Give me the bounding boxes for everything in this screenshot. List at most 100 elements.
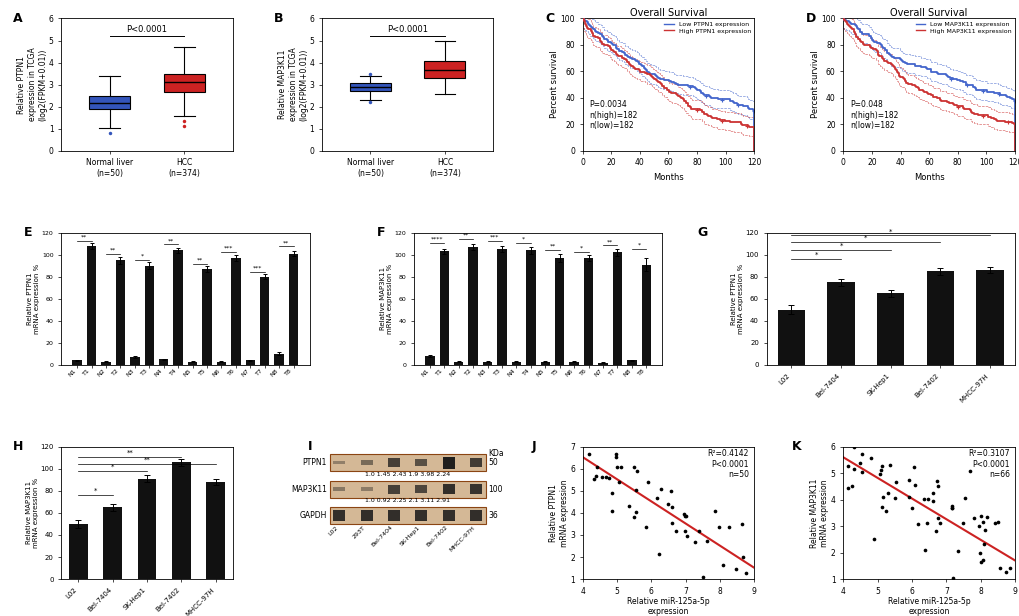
Bar xyxy=(598,363,607,365)
Text: I: I xyxy=(308,440,313,453)
Point xyxy=(600,474,616,484)
Point xyxy=(734,553,750,562)
Point xyxy=(610,477,627,487)
Point xyxy=(629,466,645,476)
Bar xyxy=(470,510,482,521)
Point xyxy=(603,488,620,498)
Point xyxy=(927,526,944,536)
Text: Bel-7402: Bel-7402 xyxy=(425,525,448,548)
Point xyxy=(663,503,680,513)
Text: **: ** xyxy=(283,240,289,245)
Text: *: * xyxy=(863,235,867,241)
Point xyxy=(990,563,1007,573)
Text: P<0.0001: P<0.0001 xyxy=(126,25,167,34)
Point xyxy=(845,464,861,474)
Text: *: * xyxy=(579,246,582,251)
Bar xyxy=(217,362,226,365)
Text: *: * xyxy=(889,229,892,234)
Bar xyxy=(260,277,269,365)
X-axis label: Months: Months xyxy=(652,173,683,182)
Point xyxy=(706,506,722,516)
Point xyxy=(900,493,916,503)
Point xyxy=(903,503,919,513)
Bar xyxy=(415,485,427,493)
Point xyxy=(648,493,664,503)
Bar xyxy=(512,362,521,365)
Point xyxy=(973,517,989,527)
Point xyxy=(607,449,624,459)
Text: **: ** xyxy=(144,457,150,463)
Point xyxy=(587,471,603,481)
Point xyxy=(876,506,893,516)
Point xyxy=(998,580,1014,590)
Point xyxy=(924,488,941,498)
Point xyxy=(851,458,867,468)
Point xyxy=(714,560,731,570)
Bar xyxy=(439,251,448,365)
Point xyxy=(944,573,960,583)
Bar xyxy=(540,362,549,365)
Text: 36: 36 xyxy=(488,511,497,520)
Point xyxy=(687,538,703,548)
Y-axis label: Relative MAP3K11
mRNA expression %: Relative MAP3K11 mRNA expression % xyxy=(25,478,39,548)
Title: Overall Survival: Overall Survival xyxy=(890,8,967,18)
Point xyxy=(628,507,644,517)
Bar xyxy=(975,270,1003,365)
Y-axis label: Percent survival: Percent survival xyxy=(810,51,819,118)
Point xyxy=(851,437,867,447)
Bar xyxy=(387,510,399,521)
Text: K: K xyxy=(791,440,801,453)
Point xyxy=(677,511,693,521)
Point xyxy=(612,463,629,472)
Point xyxy=(978,513,995,522)
Bar xyxy=(826,282,854,365)
Point xyxy=(924,496,941,506)
Y-axis label: Relative MAP3K11
expression in TCGA
(log2(FPKM+0.01)): Relative MAP3K11 expression in TCGA (log… xyxy=(278,47,308,121)
Point xyxy=(678,511,694,521)
Text: 1.0 0.92 2.25 2.1 3.11 2.91: 1.0 0.92 2.25 2.1 3.11 2.91 xyxy=(365,498,449,503)
Point xyxy=(639,477,655,487)
Text: A: A xyxy=(13,12,22,25)
Point xyxy=(871,469,888,479)
Text: B: B xyxy=(274,12,283,25)
Legend: Low PTPN1 expression, High PTPN1 expression: Low PTPN1 expression, High PTPN1 express… xyxy=(663,22,750,34)
Point xyxy=(914,494,930,504)
Point xyxy=(583,437,599,447)
Bar xyxy=(87,246,96,365)
Point xyxy=(971,511,987,521)
Point xyxy=(678,532,694,541)
Point xyxy=(943,501,959,511)
Point xyxy=(929,481,946,491)
Point xyxy=(607,452,624,461)
Bar xyxy=(101,362,111,365)
Bar xyxy=(926,271,953,365)
Text: **: ** xyxy=(126,450,133,456)
Text: P<0.0001: P<0.0001 xyxy=(387,25,428,34)
Point xyxy=(698,536,714,546)
Bar xyxy=(482,362,492,365)
Point xyxy=(1001,564,1017,573)
Text: 100: 100 xyxy=(488,485,502,493)
Bar xyxy=(246,360,255,365)
Bar xyxy=(425,356,434,365)
Y-axis label: Relative MAP3K11
mRNA expression %: Relative MAP3K11 mRNA expression % xyxy=(380,264,392,334)
Point xyxy=(975,538,991,548)
Point xyxy=(931,518,948,528)
Point xyxy=(916,545,932,555)
Text: *: * xyxy=(637,243,640,248)
Y-axis label: Percent survival: Percent survival xyxy=(549,51,558,118)
Point xyxy=(874,492,891,502)
X-axis label: Months: Months xyxy=(913,173,944,182)
Text: 293T: 293T xyxy=(352,525,366,540)
Point xyxy=(906,480,922,490)
Text: *: * xyxy=(839,243,842,249)
Bar xyxy=(103,508,122,579)
Point xyxy=(905,461,921,471)
Point xyxy=(919,494,935,504)
Text: P=0.0034
n(high)=182
n(low)=182: P=0.0034 n(high)=182 n(low)=182 xyxy=(589,100,637,130)
Bar xyxy=(329,454,485,471)
Text: ****: **** xyxy=(430,237,443,242)
Text: 50: 50 xyxy=(488,458,497,467)
Text: SK-Hep1: SK-Hep1 xyxy=(399,525,421,547)
Text: R²=0.3107
P<0.0001
n=66: R²=0.3107 P<0.0001 n=66 xyxy=(967,450,1009,479)
